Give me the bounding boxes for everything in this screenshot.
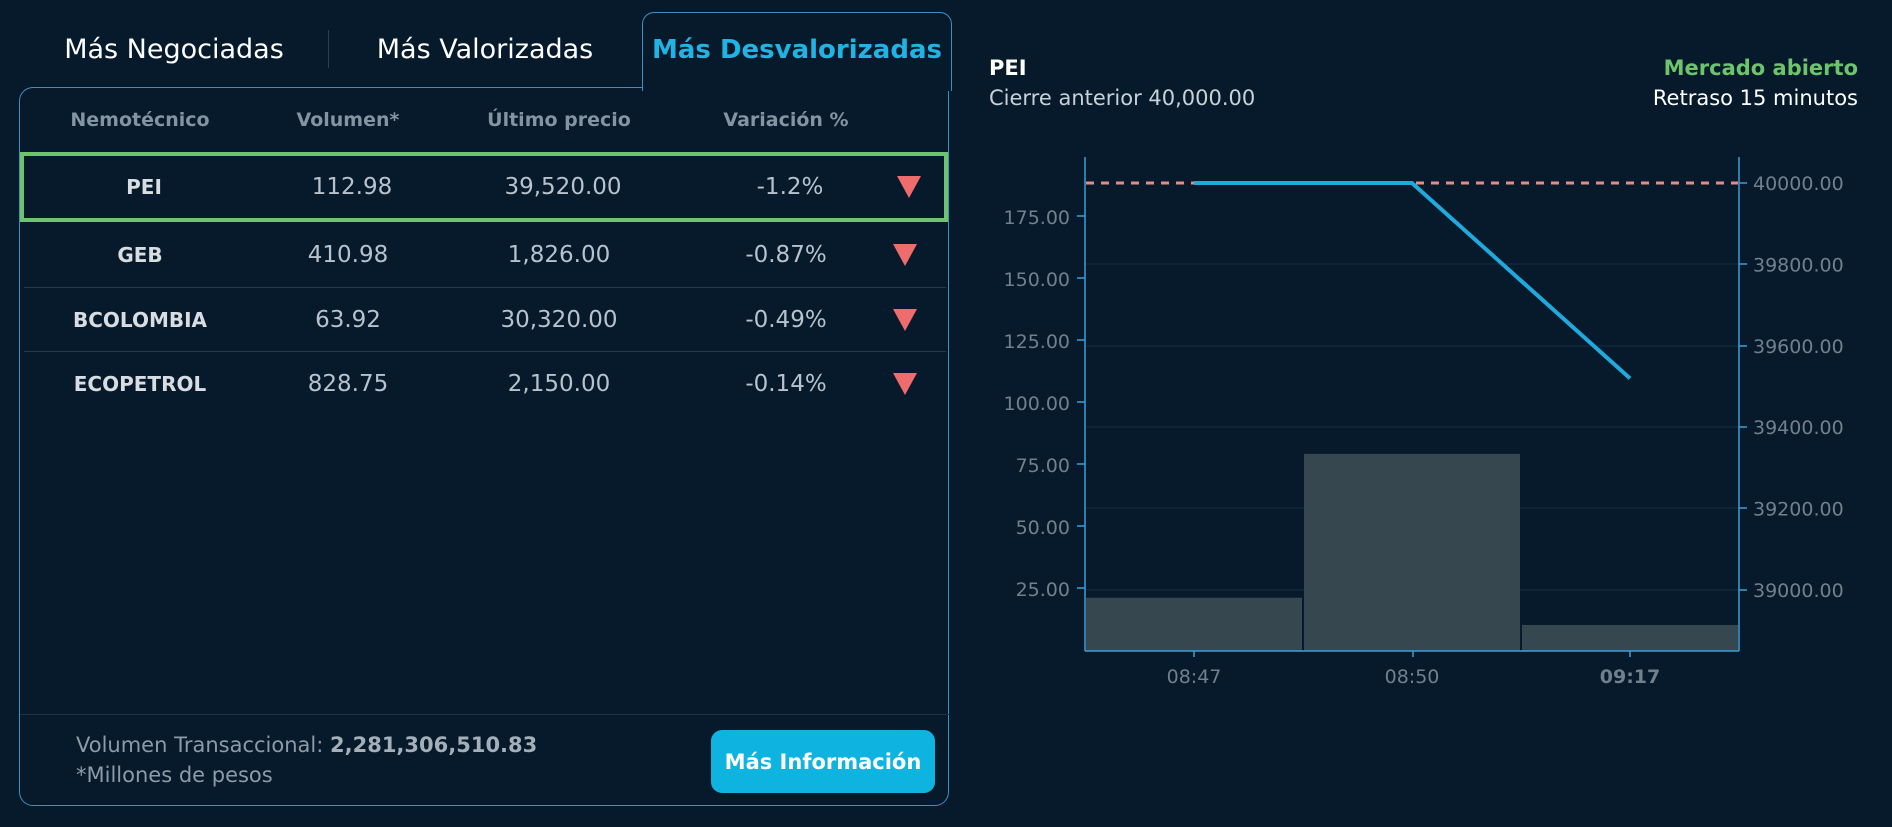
stocks-table-panel: [19, 87, 949, 806]
x-axis-tick-label: 08:50: [1385, 666, 1440, 688]
left-axis-tick-label: 25.00: [1016, 579, 1070, 601]
volume-bar: [1304, 453, 1520, 651]
table-row-geb[interactable]: GEB 410.98 1,826.00 -0.87%: [24, 223, 946, 287]
price-line: [1194, 181, 1632, 380]
down-arrow-icon: [893, 309, 917, 331]
x-axis-tick-label: 09:17: [1600, 666, 1660, 688]
row-variation: -0.87%: [745, 242, 827, 268]
down-arrow-icon: [897, 176, 921, 198]
left-axis: [1077, 157, 1086, 651]
x-axis-tick-label: 08:47: [1167, 666, 1222, 688]
row-price: 1,826.00: [507, 242, 611, 268]
detail-symbol: PEI: [989, 56, 1027, 80]
market-status: Mercado abierto: [1663, 56, 1858, 80]
row-volume: 112.98: [311, 174, 393, 200]
right-axis-tick-label: 39400.00: [1753, 417, 1844, 439]
volume-bar: [1522, 624, 1738, 651]
row-price: 30,320.00: [500, 307, 618, 333]
delay-notice: Retraso 15 minutos: [1652, 86, 1858, 110]
table-row-pei[interactable]: PEI 112.98 39,520.00 -1.2%: [20, 152, 948, 222]
header-nemotecnico: Nemotécnico: [70, 109, 210, 131]
left-axis-tick-label: 150.00: [1004, 269, 1070, 291]
table-row-ecopetrol[interactable]: ECOPETROL 828.75 2,150.00 -0.14%: [24, 352, 946, 416]
row-volume: 410.98: [307, 242, 389, 268]
left-axis-labels: 25.00 50.00 75.00 100.00 125.00 150.00 175.00: [1004, 207, 1070, 601]
row-symbol: GEB: [117, 243, 163, 267]
tab-mas-desvalorizadas[interactable]: Más Desvalorizadas: [652, 35, 942, 65]
footer-divider: [20, 714, 949, 715]
row-price: 2,150.00: [507, 371, 611, 397]
right-axis-tick-label: 40000.00: [1753, 173, 1844, 195]
row-variation: -1.2%: [756, 174, 824, 200]
right-axis-labels: 39000.00 39200.00 39400.00 39600.00 39800.00…: [1753, 173, 1844, 602]
left-axis-tick-label: 75.00: [1016, 455, 1070, 477]
tab-separator: [328, 30, 329, 68]
table-row-bcolombia[interactable]: BCOLOMBIA 63.92 30,320.00 -0.49%: [24, 288, 946, 352]
mas-informacion-button[interactable]: Más Información: [711, 730, 935, 793]
right-axis-tick-label: 39200.00: [1753, 499, 1844, 521]
row-volume: 828.75: [307, 371, 389, 397]
row-divider: [24, 287, 946, 288]
row-variation: -0.14%: [745, 371, 827, 397]
x-axis: [1085, 650, 1739, 657]
row-volume: 63.92: [315, 307, 381, 333]
transaction-volume-label: Volumen Transaccional:: [76, 733, 330, 757]
left-axis-tick-label: 100.00: [1004, 393, 1070, 415]
tab-mas-negociadas[interactable]: Más Negociadas: [64, 34, 284, 65]
transaction-volume: Volumen Transaccional: 2,281,306,510.83: [76, 733, 537, 757]
left-axis-tick-label: 175.00: [1004, 207, 1070, 229]
right-axis: [1738, 157, 1747, 651]
volume-bars: [1086, 453, 1738, 651]
right-axis-tick-label: 39000.00: [1753, 580, 1844, 602]
units-note: *Millones de pesos: [76, 763, 273, 787]
x-axis-labels: 08:47 08:50 09:17: [1167, 666, 1661, 688]
row-variation: -0.49%: [745, 307, 827, 333]
row-symbol: BCOLOMBIA: [72, 308, 208, 332]
volume-bar: [1086, 597, 1302, 651]
header-ultimo-precio: Último precio: [487, 109, 631, 131]
right-axis-tick-label: 39600.00: [1753, 336, 1844, 358]
left-axis-tick-label: 50.00: [1016, 517, 1070, 539]
row-symbol: ECOPETROL: [73, 372, 207, 396]
row-price: 39,520.00: [504, 174, 622, 200]
down-arrow-icon: [893, 244, 917, 266]
header-variacion: Variación %: [723, 109, 849, 131]
row-symbol: PEI: [126, 175, 162, 199]
previous-close: Cierre anterior 40,000.00: [989, 86, 1256, 110]
active-tab-frame: [642, 12, 952, 91]
right-axis-tick-label: 39800.00: [1753, 254, 1844, 276]
left-axis-tick-label: 125.00: [1004, 331, 1070, 353]
transaction-volume-value: 2,281,306,510.83: [330, 733, 538, 757]
down-arrow-icon: [893, 373, 917, 395]
row-divider: [24, 351, 946, 352]
tab-mas-valorizadas[interactable]: Más Valorizadas: [376, 34, 594, 65]
header-volumen: Volumen*: [296, 109, 400, 131]
